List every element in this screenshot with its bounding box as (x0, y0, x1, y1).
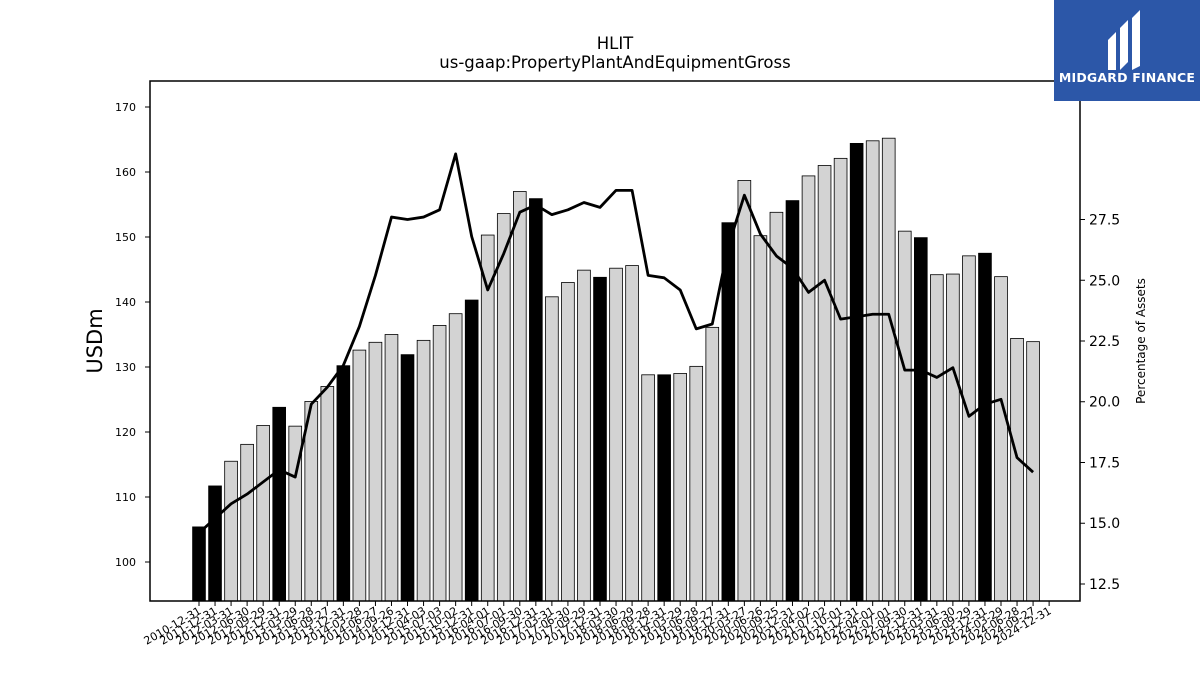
y2-tick-label: 25.0 (1089, 273, 1120, 289)
bar (769, 211, 784, 602)
y-axis-left: 100 110 120 130 140 150 160 170 (115, 101, 150, 569)
y2-tick-label: 12.5 (1089, 577, 1120, 593)
bar (673, 373, 687, 602)
bar (272, 406, 286, 602)
bar (529, 198, 543, 602)
y-tick-label: 150 (115, 231, 136, 244)
bar (384, 334, 399, 602)
bar (657, 374, 671, 602)
bar (400, 354, 415, 602)
bar (577, 269, 591, 602)
bar (448, 313, 463, 602)
bar (304, 401, 319, 602)
bar (320, 386, 335, 602)
logo-badge: MIDGARD FINANCE (1054, 0, 1200, 101)
bar (1010, 337, 1024, 602)
y2-axis-label: Percentage of Assets (1134, 278, 1148, 404)
bar (994, 276, 1008, 602)
bar (416, 339, 431, 602)
y-tick-label: 100 (115, 556, 136, 569)
y-axis-right: 12.5 15.0 17.5 20.0 22.5 25.0 27.5 (1080, 213, 1120, 593)
bar (192, 526, 206, 602)
y2-tick-label: 17.5 (1089, 455, 1120, 471)
x-axis: 2010-12-312011-12-312012-03-312012-06-30… (142, 601, 1054, 648)
chart-subtitle: us-gaap:PropertyPlantAndEquipmentGross (439, 53, 790, 72)
bar (817, 165, 832, 602)
bar (865, 140, 880, 602)
bar (801, 175, 816, 602)
bar (930, 274, 944, 602)
bar (721, 222, 736, 602)
bar (914, 237, 928, 602)
bar (561, 282, 575, 602)
y2-tick-label: 20.0 (1089, 395, 1120, 411)
bar (432, 324, 447, 602)
y-tick-label: 110 (115, 491, 136, 504)
chart-title: HLIT (597, 34, 634, 53)
bar (352, 349, 367, 602)
y-tick-label: 130 (115, 361, 136, 374)
y-tick-label: 160 (115, 166, 136, 179)
midgard-logo-icon (1108, 10, 1140, 70)
bar (336, 365, 351, 602)
bar (368, 341, 383, 602)
bar (464, 299, 479, 602)
bar (256, 425, 270, 602)
bar (737, 180, 752, 602)
bar (897, 230, 912, 602)
y-tick-label: 140 (115, 296, 136, 309)
y-tick-label: 170 (115, 101, 136, 114)
bar (625, 265, 639, 602)
bar (545, 296, 559, 602)
bar (946, 273, 960, 602)
logo-text: MIDGARD FINANCE (1058, 70, 1196, 85)
bar (978, 252, 992, 602)
bar (224, 460, 238, 602)
percentage-line (198, 152, 1035, 534)
bar (593, 276, 607, 602)
y-tick-label: 120 (115, 426, 136, 439)
bar (208, 485, 222, 602)
bar (833, 157, 848, 602)
bar (240, 443, 254, 602)
bar (513, 191, 527, 602)
bar (753, 235, 768, 602)
bar (881, 137, 896, 602)
bar (689, 365, 704, 602)
bar (849, 142, 864, 602)
bar (705, 326, 720, 602)
bar (641, 374, 655, 602)
y2-tick-label: 27.5 (1089, 213, 1120, 229)
bar (496, 213, 511, 602)
y-axis-label: USDm (83, 308, 107, 373)
bar (962, 255, 976, 602)
y2-tick-label: 22.5 (1089, 334, 1120, 350)
bar (785, 200, 800, 602)
y2-tick-label: 15.0 (1089, 516, 1120, 532)
bar (609, 267, 623, 602)
